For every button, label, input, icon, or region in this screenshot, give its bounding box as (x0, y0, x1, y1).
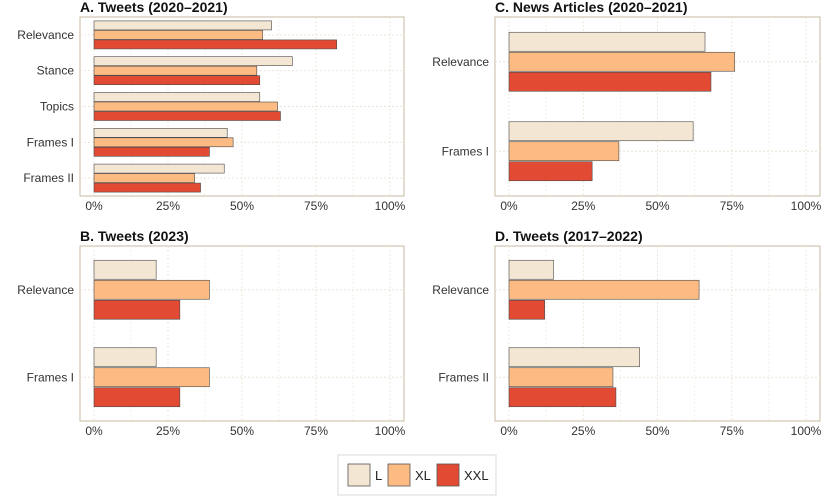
bar-topics-xl (93, 101, 278, 112)
bar-relevance-xl (508, 279, 700, 300)
tick-label-x: 100% (375, 424, 406, 438)
panel-c-news-articles-2020-2021: C. News Articles (2020–2021) 0% 25% 50% 75% 1… (432, 0, 821, 213)
tick-label-x: 25% (571, 424, 595, 438)
category-label-frames-i: Frames I (27, 370, 74, 384)
bar-frames-i-l (508, 121, 694, 142)
bar-relevance-l (93, 259, 157, 280)
bar-stance-xxl (93, 75, 261, 85)
bar-relevance-l (508, 31, 706, 52)
panel-d-tweets-2017-2022: D. Tweets (2017–2022) 0% 25% 50% 75% 100% Rele… (432, 228, 821, 438)
bar-frames-i-xl (93, 137, 234, 148)
panel-title: D. Tweets (2017–2022) (495, 228, 643, 244)
category-label-frames-i: Frames I (27, 135, 74, 149)
tick-label-x: 100% (375, 199, 406, 213)
category-label-relevance: Relevance (432, 55, 489, 69)
panel-title: C. News Articles (2020–2021) (495, 0, 687, 15)
tick-label-x: 100% (791, 199, 822, 213)
category-label-frames-i: Frames I (442, 144, 489, 158)
category-label-topics: Topics (40, 100, 74, 114)
tick-label-x: 75% (304, 199, 328, 213)
bar-frames-i-xxl (93, 387, 181, 408)
bar-frames-ii-xxl (93, 182, 201, 193)
legend-label-l: L (375, 468, 382, 483)
tick-label-x: 50% (645, 199, 669, 213)
category-label-frames-ii: Frames II (23, 171, 74, 185)
bar-topics-xxl (93, 111, 281, 121)
bar-frames-ii-xl (508, 367, 614, 388)
bar-frames-ii-xxl (508, 387, 617, 408)
bar-stance-xl (93, 65, 258, 76)
bar-frames-i-l (93, 347, 157, 368)
legend: L XL XXL (337, 454, 497, 496)
tick-label-x: 50% (230, 424, 254, 438)
tick-label-x: 75% (720, 199, 744, 213)
panel-a-tweets-2020-2021: A. Tweets (2020–2021) 0% 25% 50% 75% 100% Rele… (17, 0, 405, 213)
category-label-relevance: Relevance (17, 28, 74, 42)
tick-label-x: 25% (156, 424, 180, 438)
bar-frames-ii-l (93, 163, 225, 174)
legend-key-xl (387, 463, 411, 487)
legend-key-l (347, 463, 371, 487)
bar-frames-ii-l (508, 347, 640, 368)
bar-frames-i-xxl (93, 147, 210, 157)
category-label-relevance: Relevance (17, 283, 74, 297)
tick-label-x: 50% (645, 424, 669, 438)
category-label-frames-ii: Frames II (438, 370, 489, 384)
legend-label-xl: XL (415, 468, 431, 483)
tick-label-x: 50% (230, 199, 254, 213)
panel-title: A. Tweets (2020–2021) (80, 0, 228, 15)
bar-relevance-xl (508, 51, 736, 72)
tick-label-x: 0% (85, 424, 103, 438)
bar-relevance-xl (93, 279, 210, 300)
bar-topics-l (93, 92, 261, 102)
tick-label-x: 25% (156, 199, 180, 213)
bar-frames-i-xl (93, 367, 210, 388)
bar-frames-i-xl (508, 141, 620, 162)
category-label-relevance: Relevance (432, 283, 489, 297)
bar-relevance-xl (93, 30, 264, 40)
bar-relevance-xxl (93, 39, 338, 50)
legend-label-xxl: XXL (464, 468, 489, 483)
bar-relevance-xxl (93, 299, 181, 320)
legend-key-xxl (436, 463, 460, 487)
bar-stance-l (93, 56, 293, 67)
bar-relevance-l (93, 20, 272, 31)
tick-label-x: 0% (85, 199, 103, 213)
tick-label-x: 100% (791, 424, 822, 438)
bar-relevance-xxl (508, 71, 712, 92)
bar-frames-i-l (93, 128, 228, 138)
panel-b-tweets-2023: B. Tweets (2023) 0% 25% 50% 75% 100% Relevance… (17, 228, 405, 438)
tick-label-x: 25% (571, 199, 595, 213)
category-label-stance: Stance (37, 64, 75, 78)
panel-title: B. Tweets (2023) (80, 228, 189, 244)
tick-label-x: 0% (500, 424, 518, 438)
tick-label-x: 75% (304, 424, 328, 438)
bar-frames-ii-xl (93, 173, 195, 183)
bar-frames-i-xxl (508, 161, 593, 182)
bar-relevance-xxl (508, 299, 545, 320)
tick-label-x: 0% (500, 199, 518, 213)
tick-label-x: 75% (720, 424, 744, 438)
bar-relevance-l (508, 259, 554, 280)
